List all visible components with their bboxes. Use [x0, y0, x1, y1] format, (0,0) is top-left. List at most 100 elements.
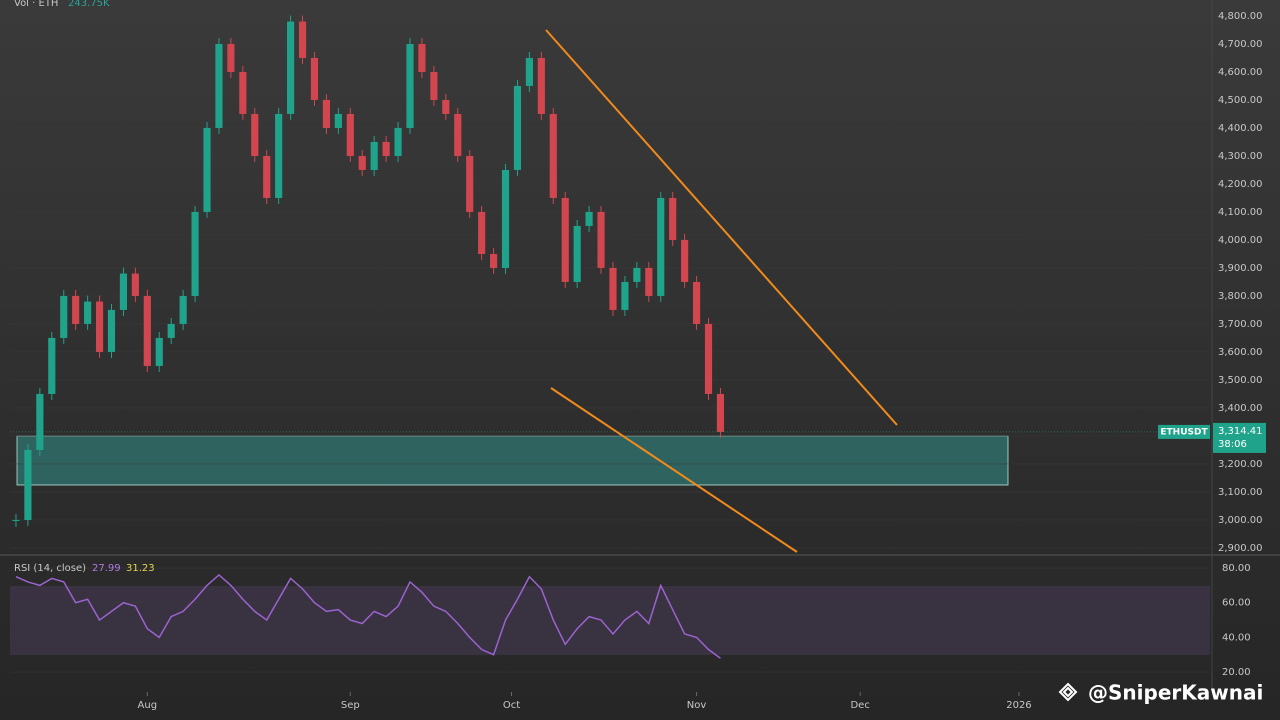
support-zone	[16, 435, 1009, 486]
y-tick-label: 3,400.00	[1218, 403, 1263, 414]
y-tick-label: 4,500.00	[1218, 95, 1263, 106]
candle	[131, 273, 139, 296]
candle	[442, 99, 450, 114]
y-tick-label: 2,900.00	[1218, 543, 1263, 554]
candle	[358, 155, 366, 170]
candle	[239, 71, 247, 114]
candle	[263, 155, 271, 198]
candle	[537, 57, 545, 114]
candle	[394, 127, 402, 156]
watermark-text: @SniperKawnai	[1088, 681, 1263, 705]
candle	[645, 267, 653, 296]
trendline-lower	[550, 387, 798, 553]
candle	[227, 43, 235, 72]
candle	[275, 113, 283, 198]
y-tick-label: 4,600.00	[1218, 67, 1263, 78]
countdown: 38:06	[1218, 439, 1247, 450]
rsi-value: 27.99	[92, 563, 121, 574]
candle	[704, 323, 713, 394]
rsi-line	[15, 573, 721, 659]
candle	[561, 197, 569, 282]
candle	[310, 57, 319, 100]
candle	[36, 393, 44, 450]
candle	[143, 295, 151, 366]
candle	[597, 211, 605, 268]
y-tick-label: 4,400.00	[1218, 123, 1263, 134]
candle	[513, 85, 522, 170]
candle	[585, 211, 593, 226]
watermark-icon	[1058, 682, 1078, 702]
y-tick-label: 4,300.00	[1218, 151, 1263, 162]
candle	[716, 393, 725, 432]
candle	[48, 337, 56, 394]
volume-value: 243.75K	[68, 0, 110, 9]
candle	[346, 113, 354, 156]
symbol-tag	[1158, 424, 1210, 439]
y-tick-label: 3,700.00	[1218, 319, 1263, 330]
x-tick-label: Sep	[341, 700, 360, 711]
candle	[322, 99, 330, 128]
candle	[573, 225, 581, 282]
y-tick-label: 4,100.00	[1218, 207, 1263, 218]
candle	[179, 295, 187, 324]
candle	[24, 449, 32, 520]
candle	[633, 267, 641, 282]
symbol-label: ETHUSDT	[1160, 427, 1208, 437]
rsi-tick-label: 20.00	[1222, 667, 1251, 678]
candle	[501, 169, 510, 268]
candle	[657, 197, 665, 296]
candle	[681, 239, 689, 282]
x-tick-label: Aug	[138, 700, 158, 711]
y-tick-label: 3,500.00	[1218, 375, 1263, 386]
y-tick-label: 3,100.00	[1218, 487, 1263, 498]
candle	[478, 211, 486, 254]
y-tick-label: 4,800.00	[1218, 11, 1263, 22]
candle	[669, 197, 677, 240]
candle	[287, 21, 295, 114]
candle	[370, 141, 378, 170]
candle	[107, 309, 116, 352]
x-tick-label: Dec	[850, 700, 869, 711]
candle	[251, 113, 259, 156]
candle	[60, 295, 68, 338]
rsi-band	[10, 586, 1210, 655]
y-tick-label: 4,000.00	[1218, 235, 1263, 246]
y-tick-label: 4,200.00	[1218, 179, 1263, 190]
candle	[490, 253, 498, 268]
x-tick-label: Nov	[687, 700, 707, 711]
y-tick-label: 3,200.00	[1218, 459, 1263, 470]
candle	[692, 281, 701, 324]
price-label: 3,314.41	[1218, 426, 1263, 437]
candle	[418, 43, 426, 72]
y-tick-label: 4,700.00	[1218, 39, 1263, 50]
y-tick-label: 3,600.00	[1218, 347, 1263, 358]
price-tag	[1213, 422, 1266, 453]
trendline-upper	[545, 29, 898, 426]
candle	[215, 43, 223, 128]
candle	[430, 71, 438, 100]
y-tick-label: 3,900.00	[1218, 263, 1263, 274]
candle	[454, 113, 462, 156]
candle	[334, 113, 342, 128]
watermark: @SniperKawnai	[1058, 681, 1263, 705]
x-tick-label: Oct	[503, 700, 520, 711]
candle	[12, 519, 20, 521]
rsi-ma-value: 31.23	[126, 563, 155, 574]
rsi-tick-label: 80.00	[1222, 563, 1251, 574]
candle	[382, 141, 390, 156]
candle	[203, 127, 211, 212]
rsi-label: RSI (14, close)	[14, 563, 86, 574]
rsi-tick-label: 60.00	[1222, 598, 1251, 609]
candle	[72, 295, 80, 324]
candle	[191, 211, 199, 296]
candle	[298, 21, 307, 58]
candle	[609, 267, 617, 310]
y-tick-label: 3,800.00	[1218, 291, 1263, 302]
candle	[621, 281, 629, 310]
rsi-tick-label: 40.00	[1222, 632, 1251, 643]
candle	[525, 57, 533, 86]
candle	[406, 43, 414, 128]
candle	[549, 113, 557, 198]
